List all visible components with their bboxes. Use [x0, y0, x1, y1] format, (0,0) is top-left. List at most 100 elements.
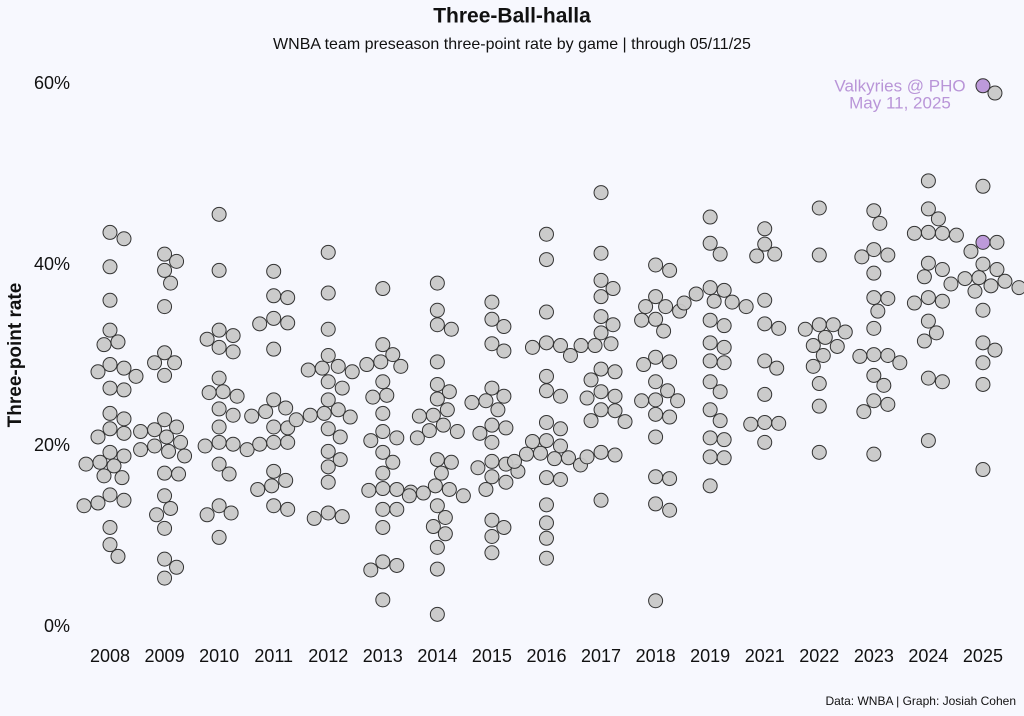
point	[470, 460, 486, 476]
point	[90, 364, 106, 380]
point	[266, 288, 282, 304]
point	[738, 299, 754, 315]
y-tick-label: 0%	[44, 616, 70, 636]
point	[593, 272, 609, 288]
point	[264, 478, 280, 494]
point	[375, 592, 391, 608]
point	[963, 243, 979, 259]
point	[920, 290, 936, 306]
point	[197, 438, 213, 454]
point	[344, 364, 360, 380]
point	[211, 529, 227, 545]
point	[375, 465, 391, 481]
point	[593, 309, 609, 325]
point	[934, 293, 950, 309]
point	[702, 374, 718, 390]
point	[157, 345, 173, 361]
point	[815, 348, 831, 363]
point	[330, 358, 346, 374]
point	[361, 482, 377, 498]
point	[975, 355, 991, 371]
point	[225, 328, 241, 344]
point	[767, 246, 783, 262]
point	[825, 317, 841, 333]
point	[546, 451, 562, 467]
point	[797, 321, 813, 337]
point	[829, 338, 845, 354]
point	[989, 234, 1005, 250]
point	[866, 367, 882, 383]
point	[573, 338, 589, 354]
point	[524, 339, 540, 355]
point	[634, 312, 650, 328]
point	[484, 512, 500, 528]
point	[116, 360, 132, 376]
point	[605, 317, 621, 333]
point	[716, 339, 732, 355]
point	[437, 526, 453, 542]
point	[484, 380, 500, 396]
point	[437, 509, 453, 525]
point	[157, 520, 173, 536]
point	[702, 280, 718, 296]
point	[484, 294, 500, 310]
point	[211, 401, 227, 417]
point	[439, 402, 455, 418]
point	[266, 419, 282, 435]
point	[538, 530, 554, 546]
point	[421, 423, 437, 439]
point	[638, 299, 654, 315]
point	[852, 348, 868, 364]
point	[102, 537, 118, 553]
point	[401, 488, 417, 504]
point	[90, 495, 106, 511]
x-tick-label: 2019	[690, 646, 730, 666]
point	[316, 405, 332, 421]
point	[306, 510, 322, 526]
point	[916, 333, 932, 349]
point	[244, 408, 260, 424]
point	[110, 548, 126, 564]
point	[266, 434, 282, 450]
point	[266, 463, 282, 479]
point	[920, 433, 936, 449]
point	[496, 343, 512, 359]
point	[930, 211, 946, 227]
point	[443, 454, 459, 470]
point	[484, 311, 500, 327]
point	[662, 409, 678, 425]
point	[102, 224, 118, 240]
point	[225, 436, 241, 452]
point	[393, 358, 409, 374]
point	[538, 383, 554, 399]
point	[409, 430, 425, 446]
point	[411, 408, 427, 424]
point	[702, 312, 718, 328]
point	[389, 430, 405, 446]
point	[660, 383, 676, 399]
point	[211, 456, 227, 472]
point	[211, 206, 227, 222]
point	[490, 402, 506, 418]
point	[389, 501, 405, 517]
point	[948, 227, 964, 243]
point	[334, 509, 350, 525]
point	[429, 354, 445, 370]
point	[169, 559, 185, 575]
point	[662, 354, 678, 370]
point	[757, 292, 773, 308]
point	[603, 336, 619, 352]
point	[975, 335, 991, 351]
point	[662, 502, 678, 518]
point	[617, 414, 633, 430]
point	[538, 414, 554, 430]
point	[662, 262, 678, 278]
point	[906, 295, 922, 311]
point	[102, 357, 118, 373]
point	[587, 338, 603, 354]
point	[538, 515, 554, 531]
point	[472, 425, 488, 441]
point	[920, 370, 936, 386]
point	[975, 462, 991, 478]
point	[169, 253, 185, 269]
